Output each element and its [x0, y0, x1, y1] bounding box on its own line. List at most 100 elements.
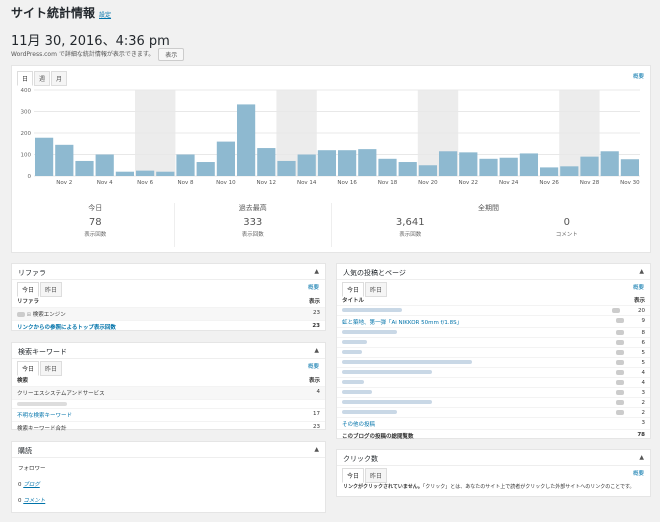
referrers-panel: リファラ ▲ 今日 昨日 概要 リファラ 表示 ⊞ 検索エンジン 23 リンクから… — [11, 263, 326, 331]
search-tabs: 今日 昨日 — [17, 361, 63, 376]
table-row: リンクからの参照によるトップ表示回数 23 — [12, 320, 325, 333]
table-row: 5 — [337, 357, 650, 367]
x-tick-label: Nov 2 — [56, 180, 72, 186]
tab-month[interactable]: 月 — [51, 71, 68, 86]
table-row: 4 — [337, 367, 650, 377]
row-title[interactable] — [342, 380, 364, 386]
tab-today[interactable]: 今日 — [342, 282, 365, 297]
table-row: 3 — [337, 387, 650, 397]
chart-bar — [540, 167, 559, 176]
collapse-arrow-icon[interactable]: ▲ — [314, 446, 319, 453]
collapse-arrow-icon[interactable]: ▲ — [314, 268, 319, 275]
redacted-title — [342, 350, 362, 354]
x-tick-label: Nov 28 — [580, 180, 600, 186]
collapse-arrow-icon[interactable]: ▲ — [639, 268, 644, 275]
popular-rows: 20 虹と築地、第一弾「Ai NIKKOR 50mm f/1.8S」 9 8 6 5 5 4 4… — [337, 305, 650, 417]
expand-icon[interactable]: ⊞ — [26, 312, 31, 318]
redacted-icon[interactable] — [615, 409, 624, 415]
table-header: 検索 表示 — [12, 374, 325, 386]
other-posts-link[interactable]: その他の投稿 — [342, 421, 376, 428]
row-title[interactable] — [342, 390, 372, 396]
row-views: 9 — [641, 317, 646, 324]
divider — [12, 279, 325, 280]
row-title[interactable] — [342, 410, 397, 416]
followers-blog-link[interactable]: ブログ — [23, 482, 40, 488]
referrers-summary-link[interactable]: 概要 — [307, 285, 319, 291]
clicks-summary-link[interactable]: 概要 — [632, 471, 644, 477]
row-views: 23 — [313, 310, 320, 316]
table-row: 検索キーワード合計 23 — [12, 421, 325, 434]
total-label: このブログの投稿の総閲覧数 — [342, 433, 414, 440]
redacted-title — [342, 330, 397, 334]
chart-bar — [55, 144, 74, 176]
tab-day[interactable]: 日 — [17, 71, 34, 86]
row-right: 4 — [615, 379, 646, 386]
summary-today-value: 78 — [88, 217, 102, 228]
search-summary-link[interactable]: 概要 — [307, 364, 319, 370]
followers-blog-count: 0 — [18, 482, 22, 488]
followers-comments-link[interactable]: コメント — [23, 498, 46, 504]
summary-alltime-comments: 0 コメント — [489, 213, 646, 238]
tab-yesterday[interactable]: 昨日 — [365, 468, 388, 483]
summary-today: 今日 78 表示回数 — [17, 203, 175, 247]
row-views: 5 — [641, 359, 646, 366]
tab-yesterday[interactable]: 昨日 — [40, 282, 63, 297]
x-tick-label: Nov 18 — [378, 180, 398, 186]
row-title[interactable] — [342, 340, 367, 346]
row-title[interactable] — [342, 370, 432, 376]
popular-title: 人気の投稿とページ — [343, 269, 406, 277]
row-link[interactable]: 不明な検索キーワード — [17, 413, 73, 419]
row-views: 4 — [641, 369, 646, 376]
followers-label: フォロワー — [18, 466, 46, 472]
summary-alltime-views-label: 表示回数 — [399, 232, 422, 238]
redacted-icon[interactable] — [615, 359, 624, 365]
summary-alltime-views-value: 3,641 — [395, 217, 425, 228]
show-button[interactable]: 表示 — [158, 48, 185, 61]
row-views: 4 — [641, 379, 646, 386]
table-row: 4 — [337, 377, 650, 387]
tab-today[interactable]: 今日 — [17, 282, 40, 297]
row-link[interactable]: リンクからの参照によるトップ表示回数 — [17, 325, 116, 331]
tab-today[interactable]: 今日 — [342, 468, 365, 483]
row-title[interactable] — [342, 360, 472, 366]
summary-link[interactable]: 概要 — [632, 74, 644, 80]
row-views: 8 — [641, 329, 646, 336]
row-title[interactable] — [342, 400, 432, 406]
redacted-icon[interactable] — [615, 329, 624, 335]
summary-today-label: 表示回数 — [84, 232, 107, 238]
collapse-arrow-icon[interactable]: ▲ — [639, 454, 644, 461]
redacted-icon[interactable] — [615, 369, 624, 375]
collapse-arrow-icon[interactable]: ▲ — [314, 347, 319, 354]
summary-alltime-views: 3,641 表示回数 — [332, 213, 489, 238]
tab-week[interactable]: 週 — [34, 71, 51, 86]
redacted-icon[interactable] — [615, 339, 624, 345]
popular-summary-link[interactable]: 概要 — [632, 285, 644, 291]
chart-icon[interactable] — [615, 317, 624, 323]
settings-link[interactable]: 設定 — [99, 12, 112, 19]
row-title[interactable]: 虹と築地、第一弾「Ai NIKKOR 50mm f/1.8S」 — [342, 319, 463, 326]
row-right: 2 — [615, 399, 645, 406]
table-row: ⊞ 検索エンジン 23 — [12, 307, 325, 320]
divider — [337, 465, 650, 466]
row-title[interactable] — [342, 330, 397, 336]
chart-bar — [560, 166, 579, 176]
col-views: 表示 — [308, 378, 320, 384]
row-title[interactable] — [342, 308, 402, 314]
redacted-icon[interactable] — [615, 399, 624, 405]
tab-yesterday[interactable]: 昨日 — [365, 282, 388, 297]
tab-today[interactable]: 今日 — [17, 361, 40, 376]
table-row: 6 — [337, 337, 650, 347]
tab-yesterday[interactable]: 昨日 — [40, 361, 63, 376]
x-tick-label: Nov 10 — [216, 180, 236, 186]
row-title[interactable] — [342, 350, 362, 356]
divider — [12, 358, 325, 359]
redacted-icon[interactable] — [615, 379, 624, 385]
chart-bar — [479, 158, 498, 176]
redacted-icon[interactable] — [615, 389, 624, 395]
redacted-icon[interactable] — [612, 307, 620, 313]
chart-bar — [620, 159, 639, 176]
table-row — [12, 399, 325, 408]
redacted-icon[interactable] — [615, 349, 624, 355]
chart-bar — [519, 153, 538, 176]
chart-bar — [75, 160, 94, 176]
